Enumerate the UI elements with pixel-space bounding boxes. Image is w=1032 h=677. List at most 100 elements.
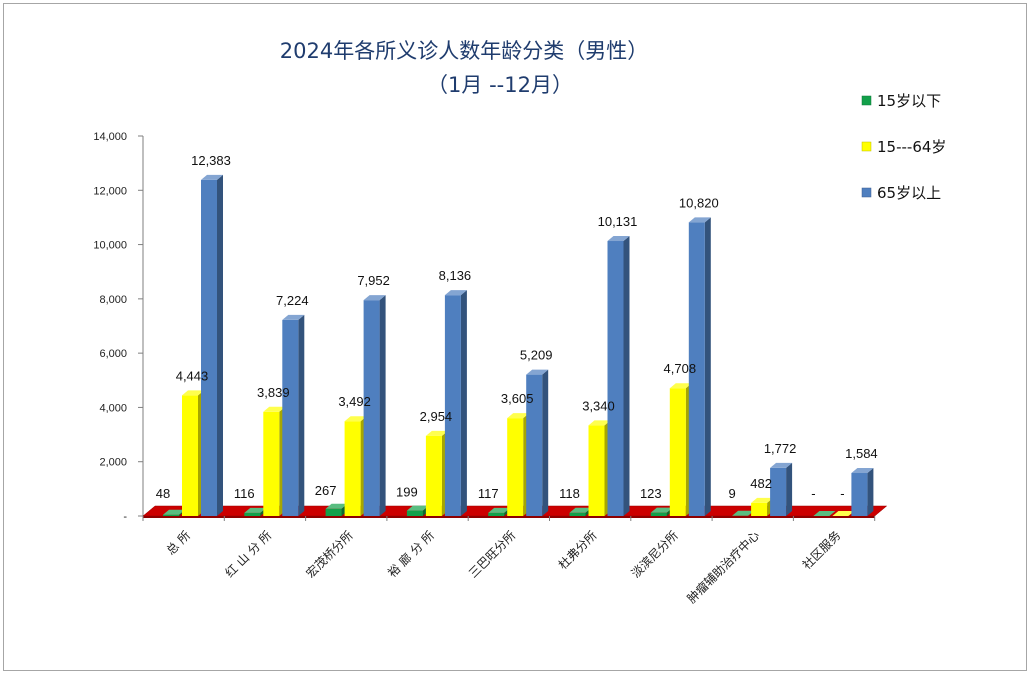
category-label: 红 山 分 所 bbox=[222, 528, 275, 581]
bar bbox=[569, 512, 586, 516]
y-tick-label: 8,000 bbox=[99, 294, 127, 306]
data-label: 116 bbox=[234, 486, 255, 501]
bar-top bbox=[588, 420, 611, 426]
bar-side bbox=[298, 314, 305, 516]
chart-frame bbox=[3, 3, 1027, 671]
bar-top bbox=[526, 369, 549, 375]
bar-top bbox=[263, 406, 286, 412]
data-label: 10,820 bbox=[679, 195, 719, 210]
data-label: 4,443 bbox=[176, 368, 209, 383]
y-tick-label: 2,000 bbox=[99, 457, 127, 469]
bar-side bbox=[623, 236, 630, 516]
category-label: 总 所 bbox=[164, 528, 194, 558]
data-label: 7,952 bbox=[357, 273, 390, 288]
bar-top bbox=[163, 509, 185, 515]
bar bbox=[406, 510, 423, 516]
chart-subtitle: （1月 --12月） bbox=[427, 73, 573, 97]
legend-label: 65岁以上 bbox=[877, 184, 941, 202]
bar bbox=[526, 374, 543, 516]
data-label: - bbox=[840, 486, 844, 501]
data-label: 118 bbox=[559, 486, 580, 501]
data-label: 199 bbox=[396, 485, 418, 500]
bar-top bbox=[425, 430, 448, 436]
bar bbox=[650, 512, 667, 516]
legend: 15岁以下 15---64岁 65岁以上 bbox=[861, 92, 946, 202]
bar-top bbox=[444, 290, 467, 296]
bar bbox=[163, 514, 179, 516]
data-label: 1,772 bbox=[764, 441, 797, 456]
bar bbox=[263, 411, 280, 516]
bar-top bbox=[813, 511, 836, 516]
data-label: 3,492 bbox=[338, 394, 371, 409]
data-label: 12,383 bbox=[191, 153, 231, 168]
y-tick-label: 4,000 bbox=[99, 402, 127, 414]
data-label: 123 bbox=[640, 486, 662, 501]
bar bbox=[607, 241, 624, 516]
data-label: 117 bbox=[478, 486, 499, 501]
bar bbox=[688, 222, 705, 517]
bars bbox=[163, 174, 874, 517]
category-label: 裕 廊 分 所 bbox=[384, 528, 437, 581]
bar bbox=[444, 295, 461, 516]
category-label: 杜弗分所 bbox=[555, 528, 600, 573]
legend-swatch bbox=[861, 95, 872, 106]
bar bbox=[182, 395, 198, 516]
data-label: 5,209 bbox=[520, 348, 553, 363]
bar-top bbox=[688, 217, 711, 223]
chart-title: 2024年各所义诊人数年龄分类（男性） bbox=[280, 39, 648, 63]
data-labels: 48 116 267 199 117 118 123 9 - 4,443 3,839 3,492 2,9… bbox=[156, 153, 878, 501]
bar-top bbox=[488, 507, 511, 513]
bar-side bbox=[542, 369, 549, 516]
bar-top bbox=[770, 462, 793, 468]
data-label: 48 bbox=[156, 486, 170, 501]
y-tick-label: 10,000 bbox=[93, 240, 127, 252]
data-label: 267 bbox=[315, 483, 337, 498]
bar-top bbox=[832, 511, 855, 516]
legend-label: 15岁以下 bbox=[877, 92, 941, 110]
bar bbox=[244, 512, 261, 516]
bar-top bbox=[569, 507, 592, 513]
bar-top bbox=[607, 236, 630, 242]
y-tick-label: 14,000 bbox=[93, 131, 127, 143]
bar-top bbox=[406, 505, 429, 511]
bar-top bbox=[201, 174, 223, 180]
bar-top bbox=[650, 507, 673, 513]
bar-side bbox=[460, 290, 467, 516]
bar bbox=[344, 421, 361, 516]
bar-side bbox=[217, 174, 223, 516]
y-tick-label: - bbox=[123, 511, 127, 523]
bar bbox=[282, 319, 299, 516]
bar-side bbox=[786, 462, 793, 516]
legend-swatch bbox=[861, 141, 872, 152]
bar-top bbox=[182, 390, 204, 396]
bar-top bbox=[363, 295, 386, 301]
bar-side bbox=[379, 295, 386, 516]
category-label: 肿瘤辅助治疗中心 bbox=[684, 528, 762, 606]
category-label: 宏茂桥分所 bbox=[303, 528, 356, 581]
bar bbox=[669, 388, 686, 516]
bar bbox=[851, 473, 868, 516]
category-label: 社区服务 bbox=[799, 528, 844, 573]
y-tick-label: 6,000 bbox=[99, 348, 127, 360]
data-label: 2,954 bbox=[420, 409, 453, 424]
data-label: 4,708 bbox=[664, 361, 697, 376]
data-label: 9 bbox=[728, 486, 735, 501]
bar-top bbox=[344, 416, 367, 422]
bar bbox=[201, 179, 217, 516]
legend-label: 15---64岁 bbox=[877, 138, 946, 156]
category-label: 淡滨尼分所 bbox=[628, 528, 681, 581]
bar bbox=[488, 512, 505, 516]
data-label: 1,584 bbox=[845, 446, 878, 461]
bar-top bbox=[851, 468, 874, 474]
bar-top bbox=[669, 383, 692, 389]
category-label: 三巴旺分所 bbox=[466, 528, 518, 580]
legend-swatch bbox=[861, 187, 872, 198]
y-axis: - 2,000 4,000 6,000 8,000 10,000 12,000 14,000 bbox=[93, 131, 144, 523]
y-tick-label: 12,000 bbox=[93, 185, 127, 197]
data-label: - bbox=[811, 486, 815, 501]
data-label: 10,131 bbox=[598, 214, 638, 229]
bar bbox=[588, 425, 605, 516]
bar-top bbox=[244, 507, 267, 513]
bar-top bbox=[732, 510, 755, 516]
bar-side bbox=[867, 468, 874, 516]
